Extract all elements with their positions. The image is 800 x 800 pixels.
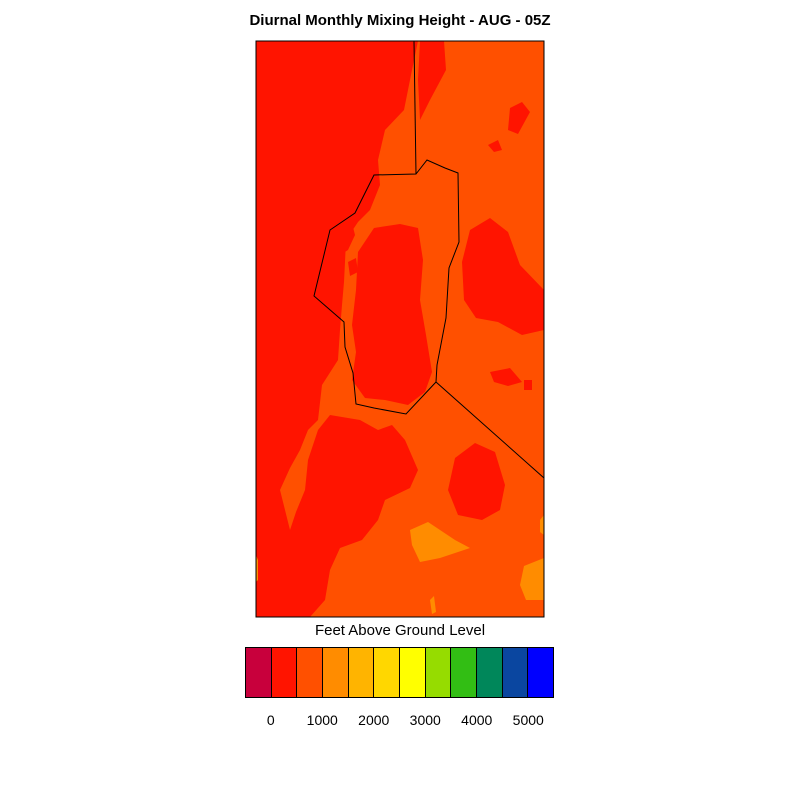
boundary-line-southeast: [435, 381, 545, 479]
color-bar-swatch: [502, 648, 529, 697]
color-bar-swatch: [246, 648, 272, 697]
color-bar-swatch: [528, 648, 554, 697]
color-bar-swatch: [348, 648, 375, 697]
color-bar-tick-label: 2000: [358, 712, 390, 728]
color-bar-swatch: [477, 648, 503, 697]
contour-red-mid-east-2: [524, 380, 532, 390]
color-bar-tick-label: 4000: [461, 712, 493, 728]
map-frame: [255, 40, 545, 618]
legend-title: Feet Above Ground Level: [314, 622, 486, 639]
contour-red-west: [256, 41, 418, 617]
color-bar-tick-label: 3000: [409, 712, 441, 728]
boundary-line-north: [413, 40, 417, 175]
color-bar-swatch: [271, 648, 298, 697]
color-bar-tick-label: 1000: [306, 712, 338, 728]
contour-fields: [256, 41, 544, 617]
contour-orange-se: [520, 558, 544, 600]
color-bar-swatch: [451, 648, 478, 697]
contour-red-east: [462, 218, 544, 335]
color-bar: [245, 647, 554, 698]
color-bar-tick-label: 0: [266, 712, 275, 728]
contour-red-lobe-2: [348, 258, 358, 276]
color-bar-swatch: [425, 648, 452, 697]
contour-red-ne-2: [488, 140, 502, 152]
contour-orange-se-edge: [540, 515, 544, 535]
color-bar-swatch: [297, 648, 324, 697]
state-boundaries: [313, 40, 545, 479]
boundary-polygon-center: [313, 159, 460, 415]
color-bar-swatch: [374, 648, 401, 697]
contour-red-west-top: [418, 41, 446, 120]
color-bar-tick-label: 5000: [512, 712, 544, 728]
contour-red-central: [352, 224, 432, 405]
contour-red-se: [448, 443, 505, 520]
contour-red-mid-east: [490, 368, 522, 386]
contour-red-ne-1: [508, 102, 530, 134]
color-bar-swatch: [323, 648, 349, 697]
contour-red-lobe-1: [336, 215, 355, 255]
map-title: Diurnal Monthly Mixing Height - AUG - 05…: [249, 12, 551, 29]
contour-orange-bottom: [430, 596, 436, 614]
contour-orange-south: [410, 522, 470, 562]
color-bar-swatch: [400, 648, 426, 697]
